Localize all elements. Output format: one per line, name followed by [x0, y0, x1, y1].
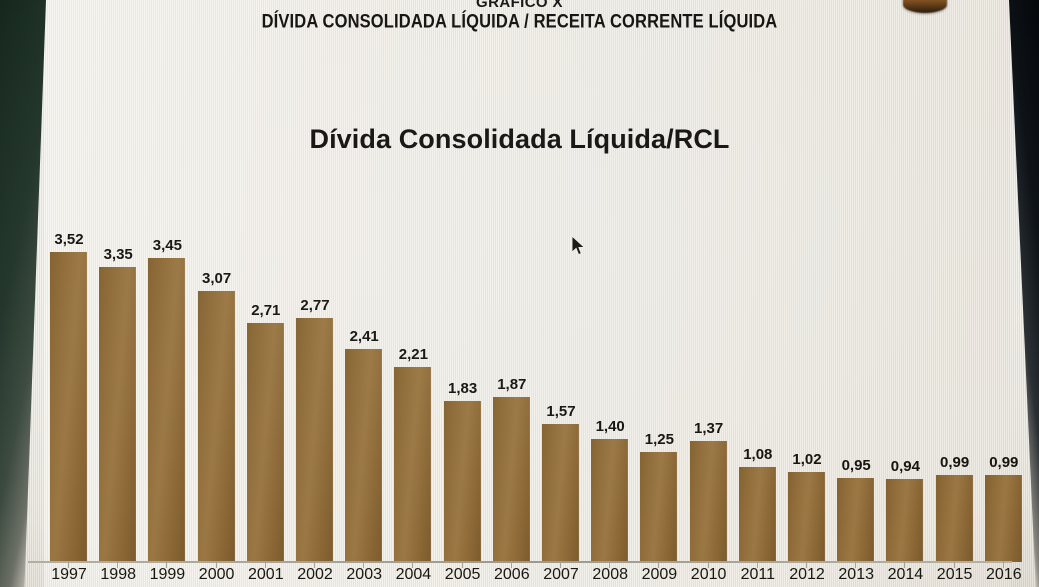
- x-axis-tick: [264, 561, 266, 568]
- chart-bar: [492, 397, 530, 562]
- chart-bar: [935, 474, 973, 562]
- slide-superior-title: GRÁFICO X: [476, 0, 563, 11]
- bar-value-label: 2,77: [300, 296, 330, 314]
- bar-column: 1,37: [684, 180, 734, 562]
- chart-bar: [788, 472, 825, 562]
- chart-title: Dívida Consolidada Líquida/RCL: [309, 124, 730, 154]
- chart-bar: [148, 257, 186, 562]
- bar-column: 1,57: [536, 180, 586, 562]
- chart-bar: [640, 451, 678, 562]
- chart-bar: [197, 291, 235, 562]
- x-axis-tick: [363, 561, 365, 568]
- x-axis-line: [28, 561, 1012, 563]
- chart-bar: [837, 478, 875, 562]
- chart-bar: [738, 466, 776, 562]
- chart-bar: [542, 423, 579, 562]
- x-axis-tick: [412, 561, 414, 568]
- chart-plot-area: 3,52 3,35 3,45 3,07 2,71 2,77 2,41 2,21 1,83 1,87…: [28, 180, 1022, 562]
- chart-bar: [394, 367, 432, 562]
- x-axis-tick: [166, 561, 168, 568]
- x-axis-tick: [117, 561, 119, 568]
- bar-value-label: 1,37: [693, 420, 724, 438]
- x-axis-label: 2016: [986, 566, 1022, 583]
- bar-column: 0,99: [930, 180, 980, 562]
- bar-value-label: 0,99: [989, 453, 1019, 471]
- bar-column: 1,40: [585, 180, 635, 562]
- chart-bar: [984, 474, 1022, 562]
- x-axis-tick: [461, 561, 463, 568]
- bar-column: 0,99: [979, 180, 1029, 562]
- bar-column: 0,95: [831, 180, 881, 562]
- bar-value-label: 3,07: [201, 270, 232, 288]
- x-axis-tick: [658, 561, 660, 568]
- chart-bar: [345, 349, 383, 562]
- x-axis-tick: [855, 561, 857, 568]
- chart-bar: [99, 266, 137, 562]
- x-axis-tick: [609, 561, 611, 568]
- bar-column: 3,07: [192, 180, 242, 562]
- bar-column: 2,77: [290, 180, 340, 562]
- x-axis-tick: [904, 561, 906, 568]
- chart-bar: [443, 400, 481, 562]
- bar-column: 3,45: [142, 180, 192, 562]
- chart-bar: [591, 438, 629, 562]
- bar-column: 2,41: [339, 180, 389, 562]
- x-axis-tick: [510, 561, 512, 568]
- x-axis-tick: [560, 561, 561, 568]
- bar-value-label: 3,45: [152, 236, 182, 254]
- x-axis-tick: [707, 561, 709, 568]
- chart-bar: [50, 251, 87, 562]
- bar-column: 1,25: [634, 180, 684, 562]
- chart-bar: [886, 479, 924, 562]
- x-axis-tick: [756, 561, 758, 568]
- bar-column: 0,94: [880, 180, 930, 562]
- x-axis-tick: [1002, 561, 1004, 568]
- bar-value-label: 2,41: [349, 328, 379, 346]
- x-axis-tick: [953, 561, 955, 568]
- bar-column: 2,71: [241, 180, 291, 562]
- bar-column: 2,21: [388, 180, 438, 562]
- bar-column: 3,52: [44, 180, 94, 562]
- x-axis-tick-labels: 1997 1998 1999 2000 2001 2002 2003 2004 2005 2006…: [28, 566, 1021, 587]
- chart-bar: [246, 322, 284, 562]
- bar-value-label: 1,87: [497, 376, 527, 394]
- bar-column: 1,83: [438, 180, 488, 562]
- chart-bar: [296, 317, 333, 562]
- x-axis-tick: [314, 561, 315, 568]
- x-axis-tick: [806, 561, 807, 568]
- bar-column: 1,87: [487, 180, 537, 562]
- x-axis-tick: [215, 561, 217, 568]
- bar-value-label: 2,21: [398, 346, 428, 364]
- bar-column: 1,02: [782, 180, 832, 562]
- x-axis-tick: [68, 561, 69, 568]
- chart-bar: [689, 441, 727, 562]
- slide-banner-title: DÍVIDA CONSOLIDADA LÍQUIDA / RECEITA COR…: [261, 11, 778, 33]
- bar-column: 1,08: [733, 180, 783, 562]
